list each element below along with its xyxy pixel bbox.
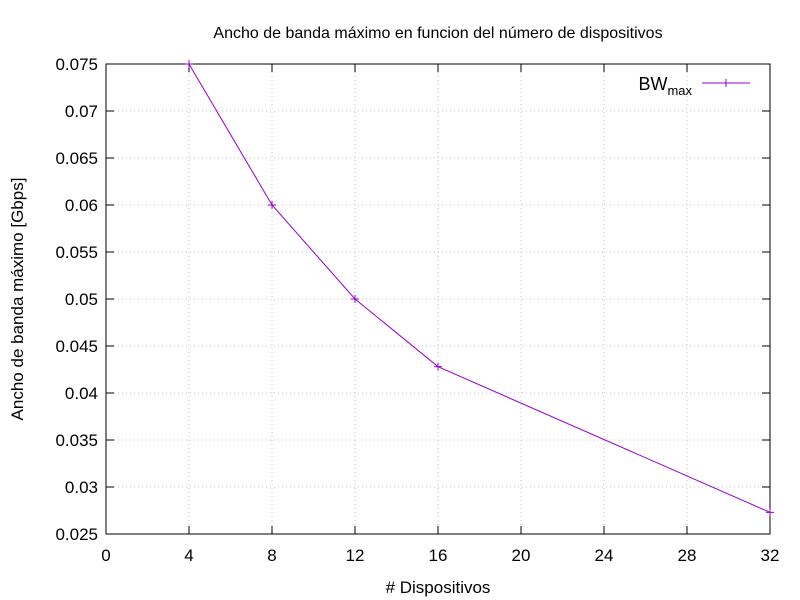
y-tick-label: 0.055 [55, 243, 98, 262]
data-point-marker [766, 508, 774, 517]
y-tick-label: 0.05 [65, 290, 98, 309]
x-tick-labels: 0 4 8 12 16 20 24 28 32 [101, 546, 779, 565]
data-point-marker [185, 60, 193, 68]
data-point-marker [434, 362, 442, 371]
series-line [188, 63, 771, 513]
x-tick-label: 28 [678, 546, 697, 565]
y-tick-label: 0.075 [55, 55, 98, 74]
x-tick-label: 4 [184, 546, 193, 565]
y-tick-label: 0.04 [65, 384, 98, 403]
legend: BWmax [638, 74, 750, 98]
x-tick-label: 32 [761, 546, 780, 565]
legend-label-sub: max [667, 83, 692, 98]
data-point-marker [268, 201, 276, 209]
x-tick-label: 8 [267, 546, 276, 565]
legend-label: BWmax [638, 74, 692, 98]
x-tick-label: 24 [595, 546, 614, 565]
axis-ticks [105, 63, 771, 535]
grid [106, 64, 770, 534]
chart-title: Ancho de banda máximo en funcion del núm… [213, 25, 662, 42]
x-tick-label: 20 [512, 546, 531, 565]
x-tick-label: 16 [429, 546, 448, 565]
y-tick-label: 0.035 [55, 431, 98, 450]
data-point-marker [351, 295, 359, 303]
series [185, 60, 774, 517]
legend-marker [722, 79, 730, 87]
x-axis-label: # Dispositivos [386, 578, 491, 597]
y-tick-label: 0.03 [65, 478, 98, 497]
x-tick-label: 0 [101, 546, 110, 565]
y-axis-label: Ancho de banda máximo [Gbps] [8, 178, 27, 421]
y-tick-label: 0.025 [55, 525, 98, 544]
y-tick-label: 0.07 [65, 102, 98, 121]
y-tick-labels: 0.025 0.03 0.035 0.04 0.045 0.05 0.055 0.06 0.06… [55, 55, 98, 544]
y-tick-label: 0.045 [55, 337, 98, 356]
legend-label-main: BW [638, 74, 667, 94]
y-tick-label: 0.065 [55, 149, 98, 168]
x-tick-label: 12 [346, 546, 365, 565]
y-tick-label: 0.06 [65, 196, 98, 215]
